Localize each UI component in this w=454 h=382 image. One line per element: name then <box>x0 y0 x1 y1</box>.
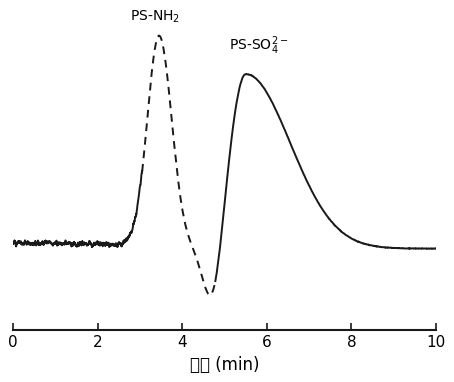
Text: PS-SO$_4^{2-}$: PS-SO$_4^{2-}$ <box>229 34 288 57</box>
X-axis label: 时间 (min): 时间 (min) <box>190 356 259 374</box>
Text: PS-NH$_2$: PS-NH$_2$ <box>130 9 180 25</box>
